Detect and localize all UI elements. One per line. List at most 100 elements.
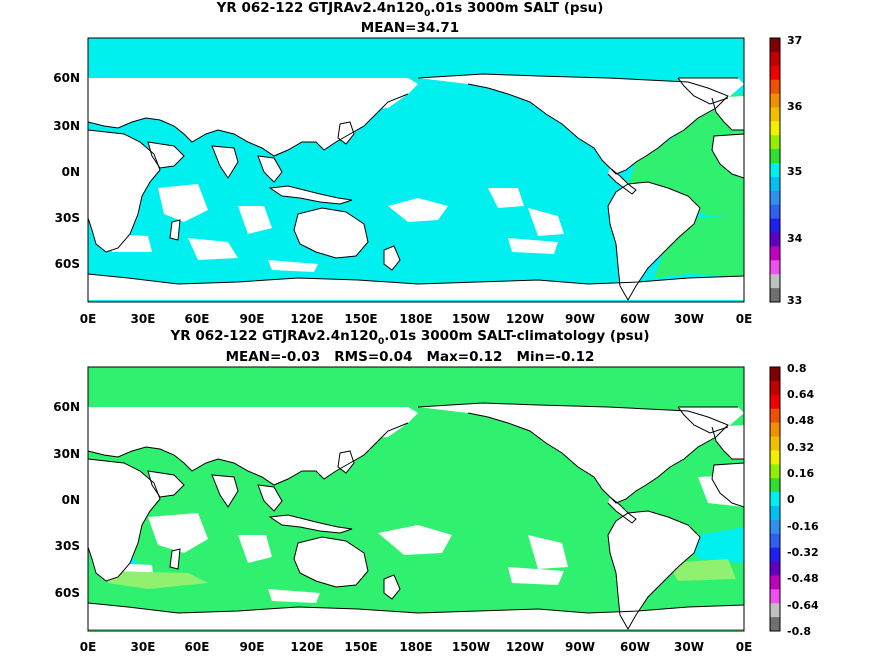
top-atlantic-field bbox=[608, 94, 744, 218]
bottom-colorbar-label: 0.32 bbox=[787, 441, 814, 454]
bottom-lon-label: 0E bbox=[736, 640, 753, 654]
top-lon-label: 0E bbox=[80, 312, 97, 326]
colorbar-swatch bbox=[770, 575, 780, 590]
bottom-colorbar-label: -0.48 bbox=[787, 572, 819, 585]
bottom-lon-axis: 0E 30E 60E 90E 120E 150E 180E 150W 120W … bbox=[80, 640, 753, 654]
bottom-lon-label: 30W bbox=[674, 640, 704, 654]
panel-top: YR 062-122 GTJRAv2.4n1200.01s 3000m SALT… bbox=[53, 0, 802, 326]
bottom-lon-label: 60W bbox=[620, 640, 650, 654]
colorbar-swatch bbox=[770, 288, 780, 303]
bottom-lat-label: 30S bbox=[55, 539, 80, 553]
bottom-colorbar-label: 0.48 bbox=[787, 414, 814, 427]
colorbar-swatch bbox=[770, 204, 780, 220]
top-frame bbox=[87, 37, 745, 303]
top-subtitle: MEAN=34.71 bbox=[361, 20, 459, 36]
bottom-colorbar-label: 0 bbox=[787, 493, 795, 506]
bottom-lon-label: 90E bbox=[240, 640, 265, 654]
colorbar-swatch bbox=[770, 232, 780, 247]
bottom-colorbar-label: -0.32 bbox=[787, 546, 819, 559]
bottom-lat-label: 30N bbox=[53, 447, 80, 461]
bottom-subtitle: MEAN=-0.03 RMS=0.04 Max=0.12 Min=-0.12 bbox=[226, 349, 595, 365]
colorbar-swatch bbox=[770, 394, 780, 410]
bottom-frame bbox=[87, 366, 745, 632]
colorbar-swatch bbox=[770, 464, 780, 479]
bottom-lon-label: 60E bbox=[185, 640, 210, 654]
colorbar-swatch bbox=[770, 450, 780, 465]
top-lon-label: 180E bbox=[399, 312, 432, 326]
top-colorbar-label: 34 bbox=[787, 232, 803, 245]
top-lat-axis: 60N 30N 0N 30S 60S bbox=[53, 71, 80, 271]
colorbar-swatch bbox=[770, 79, 780, 95]
colorbar-swatch bbox=[770, 218, 780, 234]
top-lon-label: 90E bbox=[240, 312, 265, 326]
bottom-lon-label: 150E bbox=[344, 640, 377, 654]
top-lon-label: 150E bbox=[344, 312, 377, 326]
bottom-lat-axis: 60N 30N 0N 30S 60S bbox=[53, 400, 80, 600]
bottom-lon-label: 120E bbox=[290, 640, 323, 654]
colorbar-swatch bbox=[770, 260, 780, 275]
colorbar-swatch bbox=[770, 51, 780, 67]
panel-bottom: YR 062-122 GTJRAv2.4n1200.01s 3000m SALT… bbox=[53, 328, 819, 654]
colorbar-swatch bbox=[770, 246, 780, 261]
bottom-lon-label: 120W bbox=[506, 640, 544, 654]
bottom-lon-label: 180E bbox=[399, 640, 432, 654]
top-lat-label: 30S bbox=[55, 211, 80, 225]
colorbar-swatch bbox=[770, 274, 780, 289]
top-colorbar-labels: 37 36 35 34 33 bbox=[787, 34, 803, 307]
colorbar-swatch bbox=[770, 367, 780, 382]
colorbar-swatch bbox=[770, 519, 780, 535]
top-lon-label: 120E bbox=[290, 312, 323, 326]
bottom-lon-label: 90W bbox=[565, 640, 595, 654]
colorbar-swatch bbox=[770, 478, 780, 493]
colorbar-swatch bbox=[770, 533, 780, 549]
top-title: YR 062-122 GTJRAv2.4n1200.01s 3000m SALT… bbox=[216, 0, 604, 19]
colorbar-swatch bbox=[770, 505, 780, 521]
colorbar-swatch bbox=[770, 617, 780, 632]
bottom-colorbar bbox=[769, 366, 781, 632]
colorbar-swatch bbox=[770, 93, 780, 108]
bottom-colorbar-label: 0.16 bbox=[787, 467, 814, 480]
bottom-lon-label: 30E bbox=[131, 640, 156, 654]
colorbar-swatch bbox=[770, 149, 780, 164]
top-lon-label: 0E bbox=[736, 312, 753, 326]
colorbar-swatch bbox=[770, 176, 780, 192]
colorbar-swatch bbox=[770, 603, 780, 618]
top-lon-label: 60E bbox=[185, 312, 210, 326]
colorbar-swatch bbox=[770, 492, 780, 507]
colorbar-swatch bbox=[770, 38, 780, 53]
bottom-colorbar-labels: 0.8 0.64 0.48 0.32 0.16 0 -0.16 -0.32 -0… bbox=[787, 362, 819, 638]
colorbar-swatch bbox=[770, 65, 780, 81]
colorbar-swatch bbox=[770, 163, 780, 178]
top-lon-axis: 0E 30E 60E 90E 120E 150E 180E 150W 120W … bbox=[80, 312, 753, 326]
colorbar-frame bbox=[769, 366, 781, 632]
bottom-lat-label: 60S bbox=[55, 586, 80, 600]
top-lon-label: 90W bbox=[565, 312, 595, 326]
top-lat-label: 0N bbox=[62, 165, 80, 179]
colorbar-swatch bbox=[770, 589, 780, 604]
top-colorbar-label: 33 bbox=[787, 294, 802, 307]
colorbar-swatch bbox=[770, 561, 780, 576]
top-lon-label: 150W bbox=[452, 312, 490, 326]
top-lon-label: 120W bbox=[506, 312, 544, 326]
bottom-lon-label: 150W bbox=[452, 640, 490, 654]
bottom-colorbar-label: -0.16 bbox=[787, 520, 819, 533]
colorbar-swatch bbox=[770, 380, 780, 396]
colorbar-swatch bbox=[770, 408, 780, 424]
bottom-colorbar-label: 0.64 bbox=[787, 388, 814, 401]
colorbar-frame bbox=[769, 37, 781, 303]
colorbar-swatch bbox=[770, 436, 780, 451]
colorbar-swatch bbox=[770, 547, 780, 563]
colorbar-swatch bbox=[770, 422, 780, 437]
top-lat-label: 60S bbox=[55, 257, 80, 271]
colorbar-swatch bbox=[770, 135, 780, 150]
bottom-colorbar-label: 0.8 bbox=[787, 362, 807, 375]
bottom-colorbar-label: -0.64 bbox=[787, 599, 819, 612]
bottom-title: YR 062-122 GTJRAv2.4n1200.01s 3000m SALT… bbox=[170, 328, 650, 347]
bottom-map bbox=[87, 366, 745, 632]
bottom-lon-label: 0E bbox=[80, 640, 97, 654]
top-colorbar bbox=[769, 37, 781, 303]
bottom-lat-label: 60N bbox=[53, 400, 80, 414]
top-lon-label: 60W bbox=[620, 312, 650, 326]
top-lon-label: 30E bbox=[131, 312, 156, 326]
